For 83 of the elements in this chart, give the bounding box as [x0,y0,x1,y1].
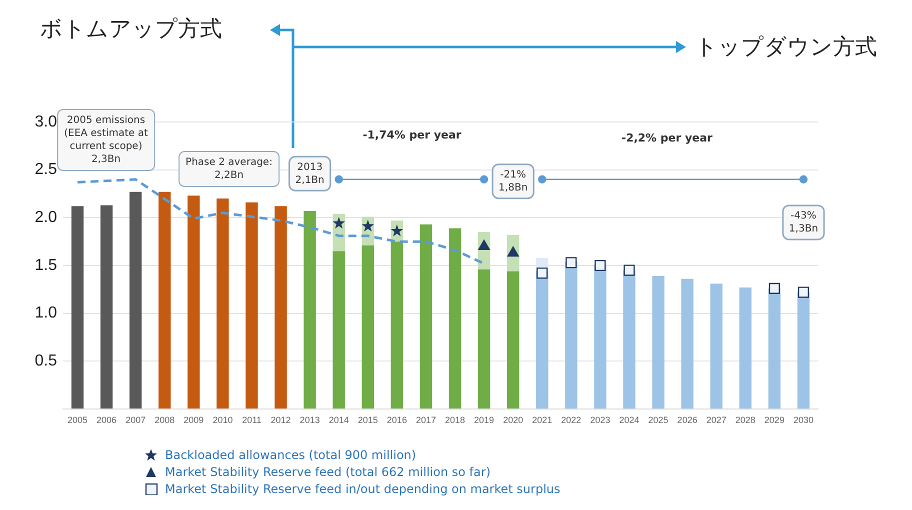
bar [216,198,229,408]
annotation: 2013 2,1Bn [295,162,324,186]
x-tick-label: 2026 [677,414,698,425]
bar [652,276,664,408]
x-tick-label: 2030 [793,414,814,425]
bar [246,202,258,408]
point [798,286,810,298]
bar [448,228,462,408]
x-tick-label: 2020 [503,414,524,425]
bar [188,196,200,408]
x-tick-label: 2018 [445,414,466,425]
point [362,220,374,232]
bar [768,288,781,408]
x-tick-label: 2012 [270,414,291,425]
x-tick-label: 2027 [706,414,726,425]
y-tick-label: 1.0 [34,304,58,322]
bar [362,245,374,408]
annotation: 2005 emissions (EEA estimate at current scope) 2,3Bn [57,109,155,171]
x-tick-label: 2022 [561,414,582,425]
annotation: Phase 2 average: 2,2Bn [178,151,280,187]
bar [304,210,316,408]
bar [594,264,606,408]
bar [797,292,810,408]
bar [478,269,490,408]
point [566,257,577,268]
point [594,260,606,272]
bar [390,242,404,408]
annotation: -43% 1,3Bn [788,210,818,235]
x-tick-label: 2009 [184,414,204,425]
y-tick-label: 3.0 [34,113,58,130]
text: ボトムアップ方式 [40,16,222,44]
x-tick-label: 2013 [300,414,320,425]
bar [710,284,722,408]
point [799,175,808,184]
x-tick-label: 2007 [126,414,146,425]
y-tick-label: 0.5 [34,352,58,370]
x-tick-label: 2019 [474,414,494,425]
point [536,268,548,279]
point [332,216,346,229]
bar [623,270,636,408]
x-tick-label: 2021 [532,414,552,425]
bar [332,251,345,408]
y-tick-label: 2.5 [34,161,58,178]
x-tick-label: 2023 [590,414,610,425]
x-tick-label: 2024 [619,414,640,425]
bar [71,206,84,408]
point [390,224,404,236]
x-tick-label: 2005 [68,414,88,425]
bar [420,224,432,408]
point [624,264,635,276]
legend-label: Market Stability Reserve feed in/out depending on market surplus [165,482,560,496]
annotation: -2,2% per year [622,132,712,144]
x-tick-label: 2010 [212,414,233,425]
x-tick-label: 2029 [764,414,784,425]
point [538,175,546,184]
point [480,175,488,184]
bar [739,288,752,408]
x-tick-label: 2008 [154,414,175,425]
bar [158,192,171,408]
x-tick-label: 2015 [358,414,378,425]
x-tick-label: 2016 [386,414,407,425]
y-tick-label: 2.0 [34,209,58,226]
point [768,282,780,294]
text: トップダウン方式 [695,34,877,62]
annotation: -21% 1,8Bn [498,169,528,194]
x-tick-label: 2011 [242,414,262,425]
bar [565,262,578,408]
annotation: -1,74% per year [362,128,462,142]
bar [536,271,548,408]
point [334,175,343,184]
bar [507,271,520,408]
bar [130,192,142,408]
x-tick-label: 2017 [416,414,436,425]
y-tick-label: 1.5 [34,256,58,274]
x-tick-label: 2014 [328,414,349,425]
x-tick-label: 2025 [648,414,668,425]
legend-label: Backloaded allowances (total 900 million) [165,448,416,462]
bar [274,206,287,408]
x-tick-label: 2028 [735,414,756,425]
bar [100,205,113,408]
legend-label: Market Stability Reserve feed (total 662 million so far) [165,464,490,478]
bar [681,278,694,408]
x-tick-label: 2006 [96,414,117,425]
